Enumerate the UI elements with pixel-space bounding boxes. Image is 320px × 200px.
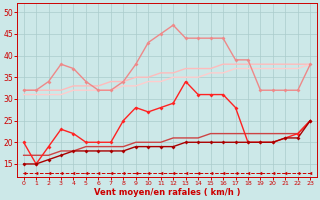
- X-axis label: Vent moyen/en rafales ( km/h ): Vent moyen/en rafales ( km/h ): [94, 188, 240, 197]
